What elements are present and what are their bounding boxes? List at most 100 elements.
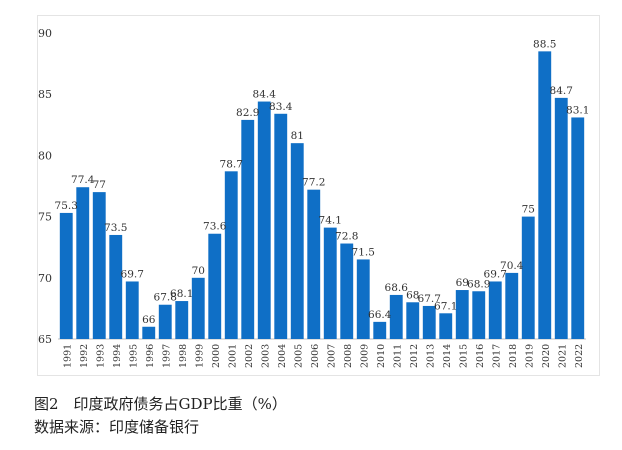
x-tick-label: 2013: [425, 344, 436, 368]
x-tick-label: 1994: [112, 344, 123, 368]
bar: [290, 143, 304, 339]
x-tick-label: 2010: [376, 344, 387, 368]
y-tick-label: 70: [38, 272, 52, 285]
bar: [191, 277, 205, 339]
bar: [356, 259, 370, 339]
x-tick-label: 2019: [524, 344, 535, 368]
x-tick-label: 1999: [194, 344, 205, 368]
bar-value-label: 68.6: [385, 282, 409, 294]
bar-value-label: 77.4: [71, 174, 95, 186]
bar-value-label: 67.1: [434, 300, 457, 312]
bar: [257, 101, 271, 339]
y-tick-label: 85: [38, 88, 52, 101]
bar: [109, 234, 123, 339]
x-tick-label: 1995: [128, 344, 139, 368]
x-tick-label: 2002: [244, 344, 255, 368]
bar: [455, 290, 469, 339]
bar-value-label: 75: [522, 204, 535, 216]
bar: [422, 305, 436, 339]
bar: [241, 119, 255, 340]
x-tick-label: 1996: [145, 344, 156, 368]
bar: [175, 301, 189, 339]
bar: [125, 281, 139, 339]
x-tick-label: 1991: [62, 344, 73, 368]
bar: [389, 294, 403, 339]
bar-value-label: 81: [291, 130, 304, 142]
bar-value-label: 73.6: [203, 221, 227, 233]
bar-value-label: 83.1: [566, 104, 589, 116]
bar-value-label: 77.2: [302, 177, 325, 189]
x-tick-label: 2021: [557, 344, 568, 368]
x-tick-label: 2006: [310, 344, 321, 368]
x-tick-label: 2014: [442, 344, 453, 368]
bar: [373, 321, 387, 339]
x-tick-label: 2008: [343, 344, 354, 368]
y-axis: 65 70 75 80 85 90: [38, 27, 52, 346]
source-note: 数据来源：印度储备银行: [34, 418, 200, 436]
x-tick-label: 2020: [541, 344, 552, 368]
y-tick-label: 75: [38, 211, 52, 224]
x-tick-label: 2015: [458, 344, 469, 368]
bar: [554, 97, 568, 339]
x-tick-label: 1998: [178, 344, 189, 368]
data-labels: 75.3 77.477 73.5 69.7 66 67.868.1 70 73.6 78.7 82…: [55, 38, 590, 325]
y-tick-label: 80: [38, 149, 52, 162]
x-tick-label: 2001: [227, 344, 238, 368]
bar-value-label: 71.5: [352, 246, 375, 258]
x-tick-label: 2017: [491, 344, 502, 368]
x-tick-label: 2000: [211, 344, 222, 368]
bar: [224, 171, 238, 339]
bar: [488, 281, 502, 339]
bar: [323, 227, 337, 339]
bar: [571, 117, 585, 340]
bar: [521, 216, 535, 339]
x-tick-label: 2012: [409, 344, 420, 368]
bar: [142, 326, 156, 339]
x-tick-label: 1993: [95, 344, 106, 368]
bar-value-label: 83.4: [269, 101, 293, 113]
bar: [92, 192, 106, 339]
bar: [472, 291, 486, 339]
bar: [340, 243, 354, 339]
bar-value-label: 72.8: [335, 231, 358, 243]
x-tick-label: 2003: [260, 344, 271, 368]
x-tick-label: 2011: [392, 344, 403, 368]
bar-value-label: 70: [192, 265, 205, 277]
x-tick-label: 2005: [293, 344, 304, 368]
bar: [406, 302, 420, 339]
bar-value-label: 74.1: [319, 215, 342, 227]
bar-value-label: 77: [93, 179, 106, 191]
bar-value-label: 84.7: [550, 85, 573, 97]
bar-value-label: 68.9: [467, 278, 490, 290]
y-tick-label: 65: [38, 333, 52, 346]
y-tick-label: 90: [38, 27, 52, 40]
bar-value-label: 68.1: [170, 288, 193, 300]
x-tick-label: 1992: [79, 344, 90, 368]
bar: [538, 51, 552, 340]
x-tick-label: 2007: [326, 344, 337, 368]
bar: [505, 272, 519, 339]
bar: [274, 113, 288, 339]
bar-value-label: 82.9: [236, 107, 259, 119]
bars: [59, 51, 585, 340]
x-tick-label: 2009: [359, 344, 370, 368]
bar-value-label: 70.4: [500, 260, 524, 272]
figure-caption: 图2 印度政府债务占GDP比重（%）: [34, 395, 287, 413]
bar-value-label: 66: [142, 314, 156, 326]
bar-value-label: 66.4: [368, 309, 392, 321]
bar-value-label: 88.5: [533, 38, 556, 50]
bar: [59, 212, 73, 339]
bar: [76, 187, 90, 339]
bar: [158, 304, 172, 339]
x-tick-label: 2016: [475, 344, 486, 368]
bar: [208, 233, 222, 339]
x-axis: 1991 1992 1993 1994 1995 1996 1997 1998 1999 2000…: [62, 344, 585, 368]
bar-value-label: 69: [456, 277, 469, 289]
bar-value-label: 84.4: [253, 89, 277, 101]
bar-value-label: 73.5: [104, 222, 127, 234]
x-tick-label: 2022: [574, 344, 585, 368]
x-tick-label: 1997: [161, 344, 172, 368]
bar-value-label: 67.8: [154, 292, 177, 304]
bar-value-label: 69.7: [121, 268, 144, 280]
